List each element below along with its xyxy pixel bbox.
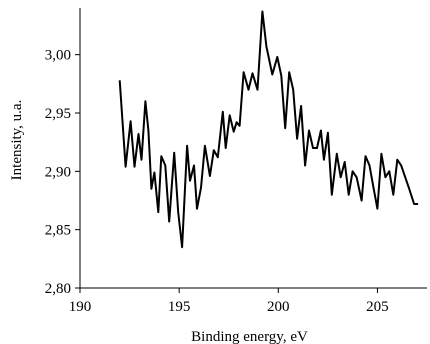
series-group [118, 10, 419, 249]
x-tick-label: 195 [168, 299, 191, 315]
y-tick-label: 2,85 [45, 223, 71, 239]
x-axis-title: Binding energy, eV [191, 329, 308, 344]
y-tick-label: 2,95 [45, 106, 71, 122]
x-axis: 190 195 200 205 [69, 287, 427, 315]
y-ticks: 2,80 2,85 2,90 2,95 3,00 [45, 48, 80, 297]
x-tick-label: 190 [69, 299, 92, 315]
y-tick-label: 3,00 [45, 48, 71, 64]
x-tick-label: 205 [366, 299, 389, 315]
y-tick-label: 2,80 [45, 281, 71, 297]
y-tick-label: 2,90 [45, 164, 71, 180]
x-ticks: 190 195 200 205 [69, 288, 389, 315]
x-tick-label: 200 [267, 299, 290, 315]
y-axis-title: Intensity, u.a. [9, 100, 25, 181]
y-axis: 2,80 2,85 2,90 2,95 3,00 [45, 8, 81, 297]
series-line [118, 10, 419, 249]
